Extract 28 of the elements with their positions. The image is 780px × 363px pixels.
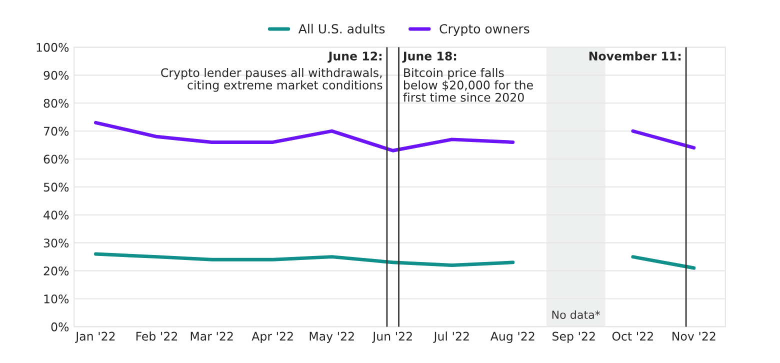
y-tick-label: 90% <box>44 70 69 80</box>
y-tick-label: 70% <box>44 126 69 136</box>
x-tick-label: Mar '22 <box>190 332 233 341</box>
band-label: No data* <box>552 310 600 319</box>
y-tick-label: 10% <box>44 294 69 304</box>
x-tick-label: Sep '22 <box>552 332 595 343</box>
x-tick-label: Feb '22 <box>136 332 178 341</box>
ref-line-label: June 12: Crypto lender pauses all withdrawals, citing extreme market conditions <box>161 52 382 92</box>
ref-line-label: June 18: Bitcoin price falls below $20,000 for the first time since 2020 <box>402 52 533 102</box>
x-tick-label: Aug '22 <box>490 332 534 343</box>
y-tick-label: 80% <box>44 98 69 108</box>
y-tick-label: 50% <box>44 182 69 192</box>
x-tick-label: Jul '22 <box>433 332 469 343</box>
x-tick-label: May '22 <box>310 332 354 343</box>
legend-label: Crypto owners <box>440 24 530 36</box>
x-tick-label: Jun '22 <box>372 332 412 343</box>
x-tick-label: Jan '22 <box>75 332 115 343</box>
legend-label: All U.S. adults <box>298 24 385 34</box>
ref-line-label: November 11: <box>589 51 681 60</box>
y-tick-label: 40% <box>44 210 69 220</box>
x-tick-label: Nov '22 <box>672 332 716 341</box>
y-tick-label: 100% <box>36 42 69 52</box>
y-tick-label: 20% <box>44 266 69 276</box>
y-tick-label: 30% <box>44 238 69 248</box>
y-tick-label: 0% <box>51 322 69 332</box>
x-tick-label: Apr '22 <box>252 332 293 343</box>
x-tick-label: Oct '22 <box>612 332 653 341</box>
y-tick-label: 60% <box>44 154 69 164</box>
